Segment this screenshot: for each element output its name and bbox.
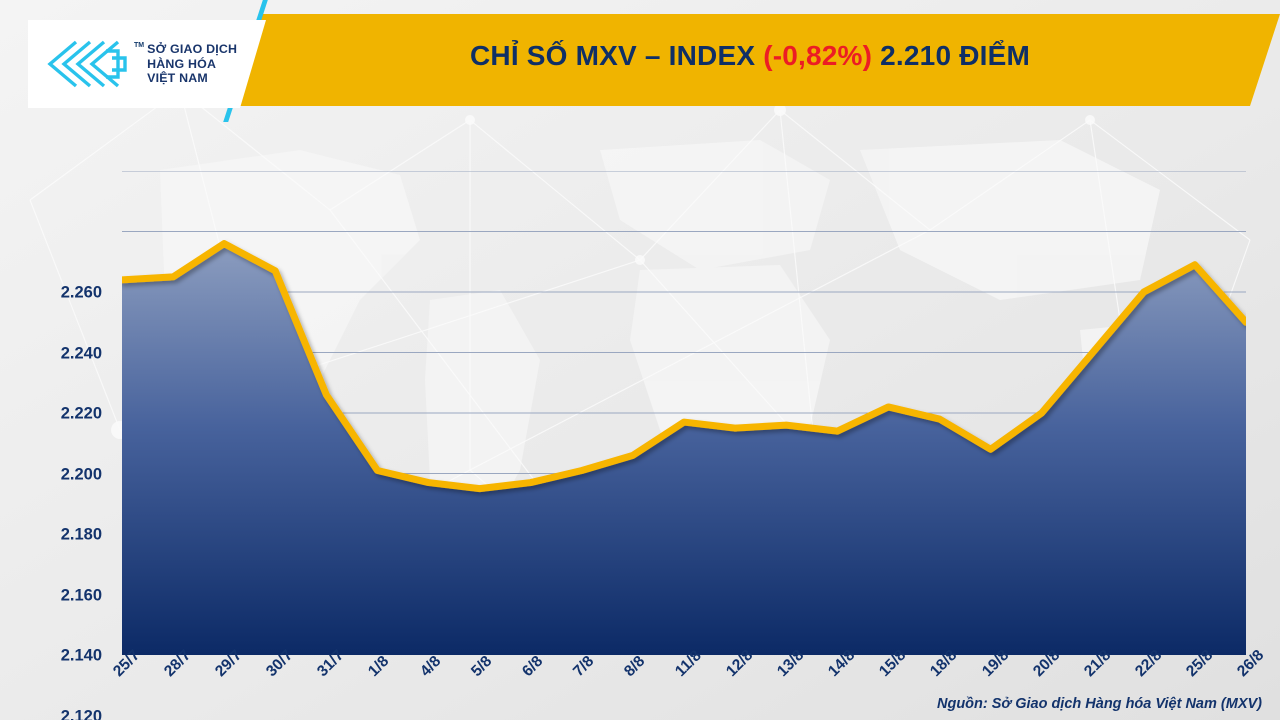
header: TM SỞ GIAO DỊCH HÀNG HÓA VIỆT NAM CHỈ SỐ… xyxy=(0,0,1280,122)
title-change-percent: (-0,82%) xyxy=(763,40,873,71)
x-axis-tick-label: 6/8 xyxy=(518,652,546,681)
logo-line-3: VIỆT NAM xyxy=(147,71,208,86)
logo: TM SỞ GIAO DỊCH HÀNG HÓA VIỆT NAM xyxy=(28,20,266,108)
y-axis-tick-label: 2.120 xyxy=(60,707,102,720)
page-title: CHỈ SỐ MXV – INDEX (-0,82%) 2.210 ĐIỂM xyxy=(280,40,1220,72)
y-axis-tick-label: 2.180 xyxy=(60,525,102,544)
x-axis-tick-label: 5/8 xyxy=(467,652,495,681)
title-index-value: 2.210 ĐIỂM xyxy=(872,40,1030,71)
logo-wordmark: SỞ GIAO DỊCH HÀNG HÓA VIỆT NAM xyxy=(147,42,237,85)
x-axis-tick-label: 4/8 xyxy=(416,652,444,681)
y-axis-tick-label: 2.200 xyxy=(60,465,102,483)
y-axis-tick-label: 2.140 xyxy=(60,646,102,665)
x-axis-tick-label: 8/8 xyxy=(620,652,649,681)
logo-line-2: HÀNG HÓA xyxy=(147,56,217,71)
chart: 2.260 2.240 2.220 2.200 2.180 2.160 2.140 2.120… xyxy=(0,122,1280,720)
x-axis-tick-label: 7/8 xyxy=(569,652,598,681)
data-line xyxy=(122,240,1246,493)
plot-area xyxy=(122,171,1246,655)
y-axis-tick-label: 2.220 xyxy=(60,404,102,423)
mxv-chevron-logo-icon xyxy=(47,40,127,88)
logo-line-1: SỞ GIAO DỊCH xyxy=(147,42,238,57)
y-axis-tick-label: 2.260 xyxy=(60,283,102,302)
logo-trademark: TM xyxy=(134,42,145,49)
y-axis-tick-label: 2.240 xyxy=(60,344,102,362)
y-axis: 2.260 2.240 2.220 2.200 2.180 2.160 2.140 2.120… xyxy=(0,244,112,720)
area-fill xyxy=(122,243,1246,655)
x-axis-tick-label: 1/8 xyxy=(365,652,393,681)
y-axis-tick-label: 2.160 xyxy=(60,586,102,604)
source-note: Nguồn: Sở Giao dịch Hàng hóa Việt Nam (M… xyxy=(937,696,1262,712)
header-banner xyxy=(232,14,1280,106)
title-main-text: CHỈ SỐ MXV – INDEX xyxy=(470,40,764,71)
